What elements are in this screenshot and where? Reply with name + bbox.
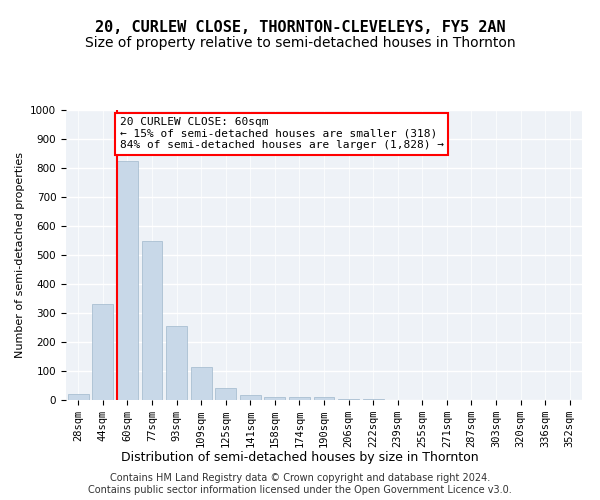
Text: 20, CURLEW CLOSE, THORNTON-CLEVELEYS, FY5 2AN: 20, CURLEW CLOSE, THORNTON-CLEVELEYS, FY… bbox=[95, 20, 505, 35]
Bar bbox=[166, 326, 187, 400]
Bar bbox=[240, 395, 261, 400]
Bar bbox=[142, 241, 163, 400]
Bar bbox=[92, 304, 113, 400]
Bar bbox=[68, 394, 89, 400]
Text: Size of property relative to semi-detached houses in Thornton: Size of property relative to semi-detach… bbox=[85, 36, 515, 50]
Bar bbox=[265, 397, 286, 400]
Bar bbox=[314, 397, 334, 400]
Bar bbox=[338, 398, 359, 400]
Text: Contains HM Land Registry data © Crown copyright and database right 2024.
Contai: Contains HM Land Registry data © Crown c… bbox=[88, 474, 512, 495]
Bar bbox=[117, 161, 138, 400]
Y-axis label: Number of semi-detached properties: Number of semi-detached properties bbox=[14, 152, 25, 358]
Text: Distribution of semi-detached houses by size in Thornton: Distribution of semi-detached houses by … bbox=[121, 451, 479, 464]
Bar bbox=[215, 388, 236, 400]
Bar bbox=[289, 397, 310, 400]
Text: 20 CURLEW CLOSE: 60sqm
← 15% of semi-detached houses are smaller (318)
84% of se: 20 CURLEW CLOSE: 60sqm ← 15% of semi-det… bbox=[120, 117, 444, 150]
Bar bbox=[191, 366, 212, 400]
